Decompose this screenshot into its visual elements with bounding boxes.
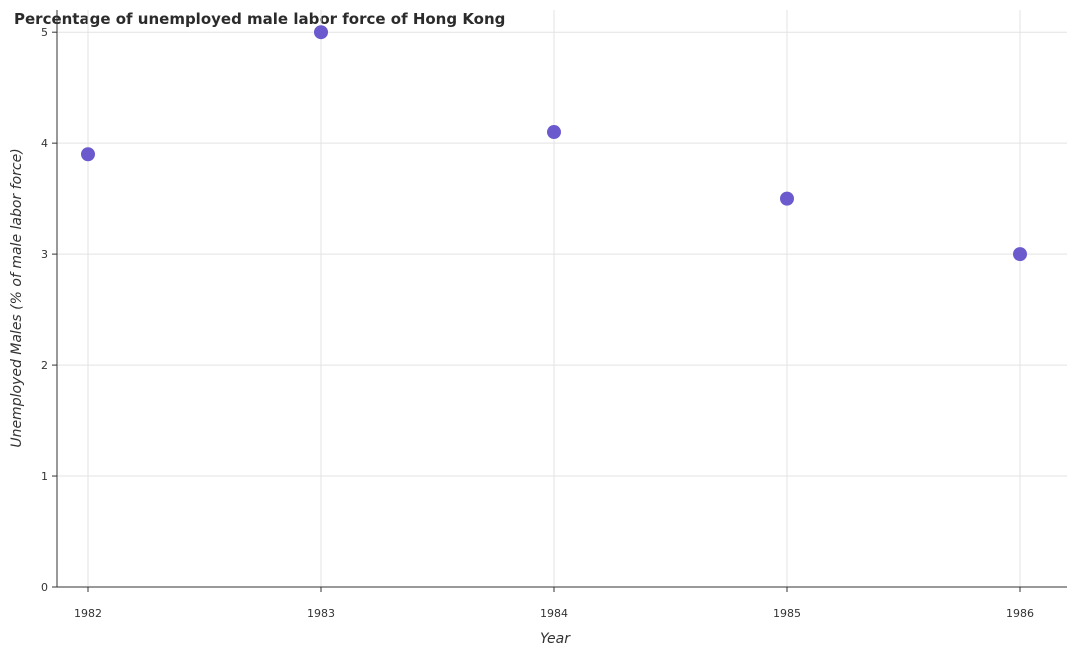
y-tick-label: 0: [41, 581, 48, 594]
chart-title: Percentage of unemployed male labor forc…: [14, 10, 505, 28]
x-ticks: 1982 1983 1984 1985 1986: [74, 587, 1034, 620]
data-point: [314, 25, 328, 40]
x-tick-label: 1983: [307, 607, 335, 620]
y-tick-label: 2: [41, 359, 48, 372]
data-point: [547, 125, 561, 140]
y-tick-label: 1: [41, 470, 48, 483]
data-point: [1013, 247, 1027, 262]
data-points: [81, 25, 1027, 262]
data-point: [81, 147, 95, 162]
x-tick-label: 1982: [74, 607, 102, 620]
axes: [56, 10, 1067, 588]
grid: [57, 10, 1067, 588]
x-tick-label: 1985: [773, 607, 801, 620]
y-tick-label: 5: [41, 26, 48, 39]
data-point: [780, 191, 794, 206]
y-tick-label: 4: [41, 137, 48, 150]
y-tick-label: 3: [41, 248, 48, 261]
x-tick-label: 1984: [540, 607, 568, 620]
x-axis-label: Year: [540, 631, 571, 647]
y-axis-label: Unemployed Males (% of male labor force): [9, 148, 25, 447]
x-tick-label: 1986: [1006, 607, 1034, 620]
y-ticks: 0 1 2 3 4 5: [41, 26, 57, 594]
